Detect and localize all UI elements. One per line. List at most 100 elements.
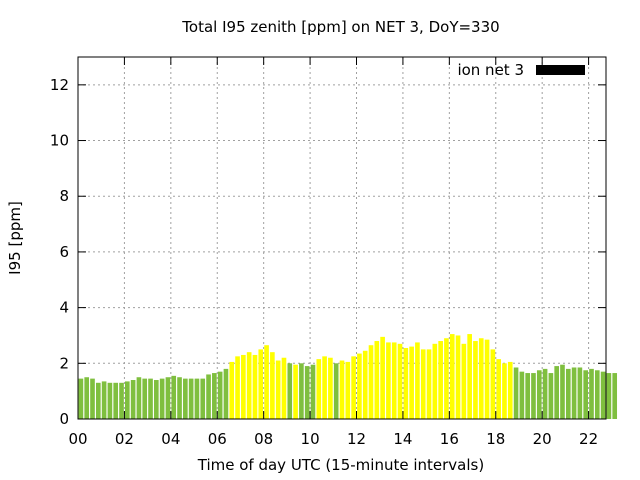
bar [409,346,414,419]
bar [362,350,368,419]
x-tick-label: 08 [254,430,273,448]
bar [212,373,217,419]
bar [577,367,583,419]
bar [519,371,525,419]
bar [374,341,380,419]
bar [194,378,200,419]
bar [542,368,548,419]
x-tick-label: 22 [579,430,598,448]
bar [380,336,385,419]
y-axis-label: I95 [ppm] [6,201,24,275]
bar [165,377,171,419]
bar [183,378,188,419]
bar [264,345,269,419]
bar [293,364,298,419]
bar [333,363,339,419]
x-tick-label: 04 [161,430,180,448]
x-tick-labels: 00 02 04 06 08 10 12 14 16 18 20 22 [68,430,598,448]
bar [600,371,606,419]
bar [612,373,618,419]
bar [322,356,327,419]
bar [594,370,600,419]
bar [490,349,496,419]
bar [525,373,530,419]
bar [386,342,391,419]
bar [119,382,124,419]
bar [513,367,519,419]
axis-ticks [77,57,606,420]
bar [188,378,194,419]
x-tick-label: 16 [440,430,459,448]
bar [368,345,374,419]
bar [159,378,165,419]
legend-label: ion net 3 [457,61,524,79]
bar [461,343,467,419]
bar [444,338,449,419]
bar [583,370,589,419]
x-tick-label: 02 [115,430,134,448]
bar [432,343,438,419]
bar [397,343,403,419]
bar [142,378,148,419]
bar [90,378,95,419]
y-tick-label: 8 [59,187,69,205]
bar [391,342,397,419]
bar [177,377,182,419]
bar [531,373,536,419]
bar [403,347,409,419]
bar [606,373,612,419]
bar [136,377,142,419]
y-tick-label: 10 [50,132,69,150]
bar [496,359,501,419]
bar [101,381,107,419]
x-tick-label: 00 [68,430,87,448]
x-tick-label: 18 [486,430,505,448]
bar [206,374,211,419]
bar [548,373,554,419]
bar [130,380,136,419]
bar [281,357,287,419]
bar [438,341,443,419]
bar [200,378,206,419]
bar [78,378,84,419]
bar [426,349,432,419]
bar [339,360,345,419]
bars [78,334,618,419]
x-tick-label: 14 [393,430,412,448]
y-tick-label: 4 [59,299,69,317]
y-tick-label: 6 [59,243,69,261]
bar [328,357,333,419]
legend: ion net 3 [457,61,585,79]
y-tick-labels: 0 2 4 6 8 10 12 [50,76,69,428]
chart-title: Total I95 zenith [ppm] on NET 3, DoY=330 [181,18,499,36]
x-axis-label: Time of day UTC (15-minute intervals) [197,456,484,474]
bar [560,364,565,419]
bar [507,361,513,419]
bar [235,356,240,419]
bar [107,382,113,419]
bar [252,354,258,419]
x-tick-label: 12 [347,430,366,448]
legend-swatch [536,65,585,75]
bar [287,363,293,419]
bar [95,382,101,419]
x-tick-label: 20 [533,430,552,448]
bar [455,335,461,419]
y-tick-label: 12 [50,76,69,94]
bar [415,342,420,419]
x-tick-label: 10 [301,430,320,448]
bar [171,375,177,419]
bar [229,361,235,419]
bar [258,349,264,419]
bar [84,377,90,419]
grid-lines [78,57,606,419]
bar [345,361,351,419]
bar [565,368,571,419]
bar [113,382,119,419]
bar [571,367,577,419]
bar [473,341,478,419]
bar [241,354,246,419]
bar [357,353,362,419]
bar [316,359,322,419]
bar [223,368,229,419]
